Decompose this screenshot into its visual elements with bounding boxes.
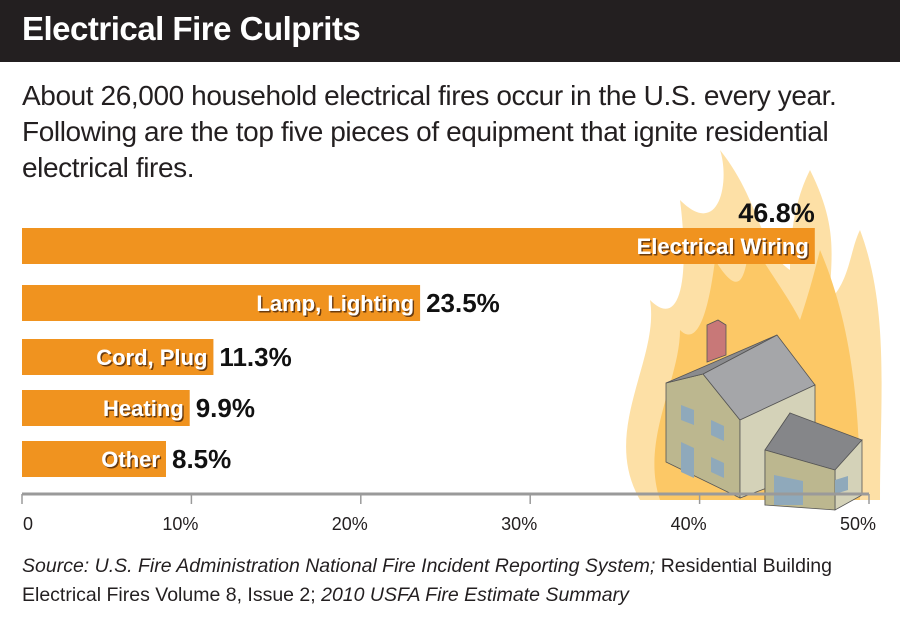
bar-value-label: 23.5% <box>426 288 500 318</box>
bar <box>22 339 214 375</box>
source-part-2: Residential Building Electrical Fires Vo… <box>22 555 832 606</box>
bar-category-label: Cord, Plug <box>96 345 207 370</box>
bar <box>22 390 190 426</box>
x-tick-label: 0 <box>23 514 33 534</box>
source-part-3: 2010 USFA Fire Estimate Summary <box>315 584 629 606</box>
bar-category-label: Heating <box>103 396 184 421</box>
page-title: Electrical Fire Culprits <box>22 10 361 47</box>
bar-value-label: 8.5% <box>172 444 231 474</box>
bars: Electrical Wiring 46.8% Lamp, Lighting 23.5… <box>22 198 815 477</box>
source-part-1: Source: U.S. Fire Administration Nationa… <box>22 555 656 577</box>
bar-value-label: 11.3% <box>219 342 291 372</box>
x-tick-label: 50% <box>840 514 876 534</box>
bar-value-label: 46.8% <box>738 198 815 228</box>
bar <box>22 228 815 264</box>
x-tick-label: 10% <box>162 514 198 534</box>
bar-category-label: Lamp, Lighting <box>256 291 414 316</box>
intro-text: About 26,000 household electrical fires … <box>22 80 837 183</box>
source-note: Source: U.S. Fire Administration Nationa… <box>22 552 892 610</box>
x-axis: 0 10% 20% 30% 40% 50% <box>21 492 876 534</box>
title-bar: Electrical Fire Culprits <box>0 0 900 62</box>
bar-category-label: Other <box>101 447 160 472</box>
bar <box>22 285 421 321</box>
x-tick-label: 20% <box>332 514 368 534</box>
bar <box>22 441 166 477</box>
bar-value-label: 9.9% <box>196 393 255 423</box>
x-tick-label: 30% <box>501 514 537 534</box>
x-tick-label: 40% <box>671 514 707 534</box>
bar-category-label: Electrical Wiring <box>637 234 809 259</box>
